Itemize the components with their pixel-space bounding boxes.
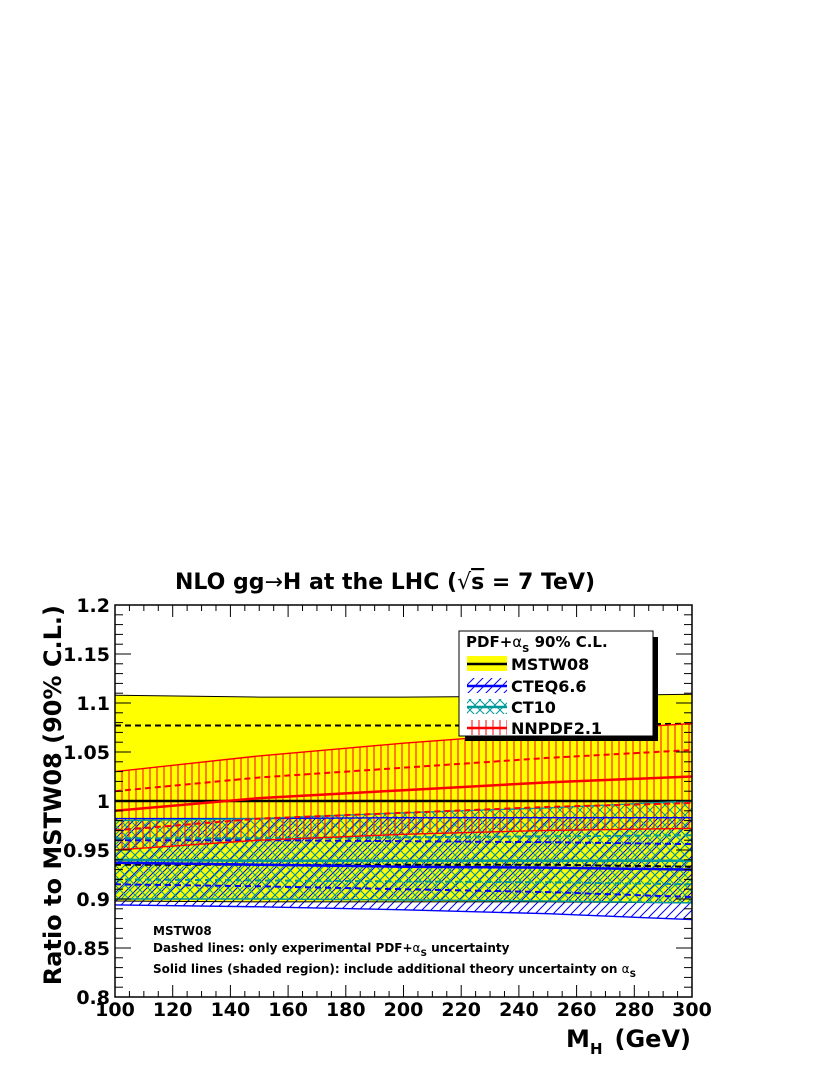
- y-tick-label: 1: [97, 791, 110, 813]
- x-tick-label: 160: [268, 999, 308, 1021]
- y-tick-labels: 0.8 0.85 0.9 0.95 1 1.05 1.1 1.15 1.2: [63, 595, 110, 1009]
- x-tick-label: 280: [614, 999, 654, 1021]
- nnpdf2-1-exp-lower-line: [115, 802, 692, 832]
- y-tick-label: 1.1: [76, 693, 110, 715]
- ct10-central-line: [115, 858, 692, 863]
- notes: MSTW08 Dashed lines: only experimental P…: [153, 924, 636, 980]
- y-tick-label: 0.8: [76, 987, 110, 1009]
- cteq6-6-central-line: [115, 861, 692, 871]
- mstw08-exp-lower-line: [115, 863, 692, 868]
- cteq6-6-exp-upper-line: [115, 839, 692, 846]
- nnpdf2-1-central-line: [115, 775, 692, 813]
- y-tick-label: 1.2: [76, 595, 110, 617]
- x-tick-label: 140: [211, 999, 251, 1021]
- x-tick-label: 300: [672, 999, 712, 1021]
- cteq6-6-lower-line: [115, 904, 692, 921]
- x-tick-labels: 100 120 140 160 180 200 220 240 260 280 300: [95, 999, 712, 1021]
- x-tick-label: 120: [153, 999, 193, 1021]
- legend-label-mstw08: MSTW08: [511, 655, 589, 674]
- y-tick-label: 1.05: [63, 742, 110, 764]
- ct10-exp-lower-line: [115, 878, 692, 886]
- x-tick-label: 200: [384, 999, 424, 1021]
- legend-label-nnpdf2-1: NNPDF2.1: [511, 719, 602, 738]
- nnpdf2-1-lower-line: [115, 827, 692, 851]
- chart-title: NLO gg→H at the LHC (√s = 7 TeV): [175, 570, 595, 595]
- note-dashed: Dashed lines: only experimental PDF+αS u…: [153, 941, 510, 959]
- axis-ticks: [114, 604, 693, 998]
- legend-title: PDF+αS 90% C.L.: [466, 633, 608, 655]
- legend-items: MSTW08 CTEQ6.6 CT10 NNPDF2.1: [467, 655, 602, 738]
- x-tick-label: 240: [499, 999, 539, 1021]
- legend: PDF+αS 90% C.L. MSTW08 CTEQ6.6 CT10 NNPDF2.…: [458, 630, 658, 741]
- x-tick-label: 260: [557, 999, 597, 1021]
- y-axis-label: Ratio to MSTW08 (90% C.L.): [39, 605, 67, 985]
- ct10-lower-line: [115, 898, 692, 904]
- legend-label-cteq6-6: CTEQ6.6: [511, 677, 587, 696]
- y-tick-label: 1.15: [63, 644, 110, 666]
- x-tick-label: 100: [95, 999, 135, 1021]
- legend-label-ct10: CT10: [511, 698, 556, 717]
- y-tick-label: 0.9: [76, 889, 110, 911]
- x-axis-label: MH (GeV): [566, 1025, 691, 1058]
- x-tick-label: 180: [326, 999, 366, 1021]
- y-tick-label: 0.95: [63, 840, 110, 862]
- x-tick-label: 220: [441, 999, 481, 1021]
- ct10-exp-upper-line: [115, 834, 692, 840]
- y-tick-label: 0.85: [63, 938, 110, 960]
- note-solid: Solid lines (shaded region): include add…: [153, 962, 636, 980]
- cteq6-6-exp-lower-line: [115, 883, 692, 898]
- note-mstw: MSTW08: [153, 924, 212, 938]
- nnpdf2-1-exp-upper-line: [115, 749, 692, 793]
